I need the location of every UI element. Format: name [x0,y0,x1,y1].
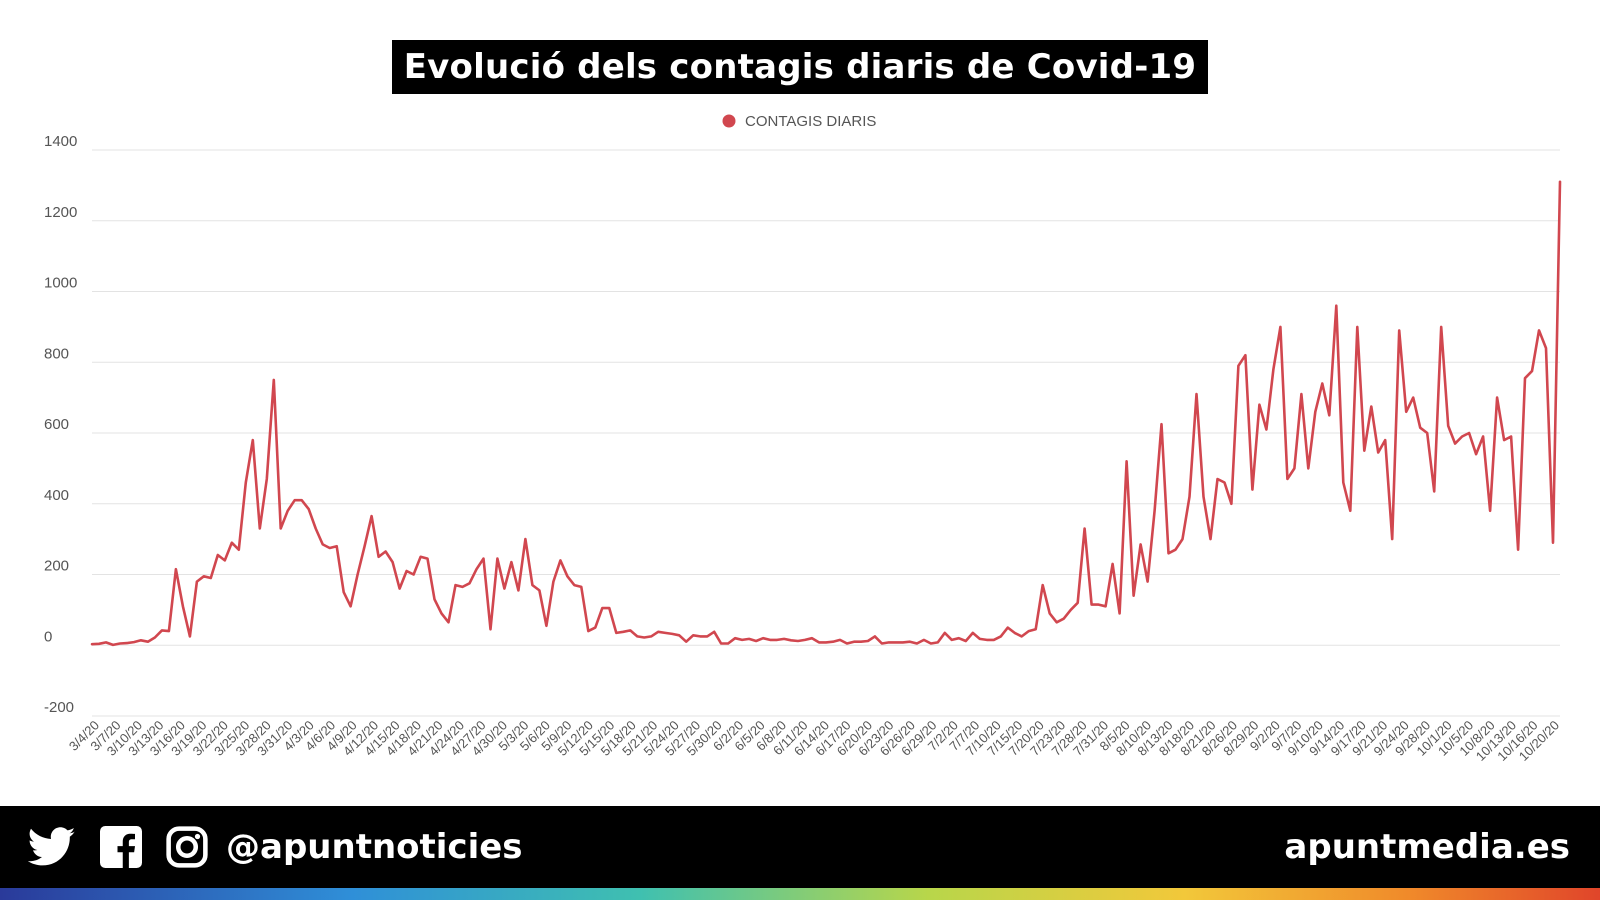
y-tick-label: 0 [44,628,52,645]
legend-marker [722,114,736,128]
y-tick-label: 1200 [44,204,77,221]
twitter-icon[interactable] [28,827,76,867]
line-chart: -200 0 200 400 600 800 1000 1200 1400 CONTAGIS DI… [44,113,1562,764]
site-url[interactable]: apuntmedia.es [1284,827,1570,867]
y-tick-label: 200 [44,558,69,575]
chart-title: Evolució dels contagis diaris de Covid-1… [391,40,1209,94]
series-line-contagis-diaris [90,180,1562,647]
social-links: @apuntnoticies [28,824,523,870]
rainbow-stripe [0,888,1600,900]
instagram-icon[interactable] [166,826,208,868]
y-tick-label: 800 [44,345,69,362]
y-tick-label: 600 [44,416,69,433]
y-tick-label: -200 [44,699,74,716]
y-tick-label: 1400 [44,133,77,150]
y-tick-label: 400 [44,487,69,504]
footer-bar: @apuntnoticies apuntmedia.es [0,806,1600,888]
facebook-icon[interactable] [100,826,142,868]
y-tick-label: 1000 [44,275,77,292]
legend-label: CONTAGIS DIARIS [745,113,876,130]
social-handle[interactable]: @apuntnoticies [226,827,523,867]
